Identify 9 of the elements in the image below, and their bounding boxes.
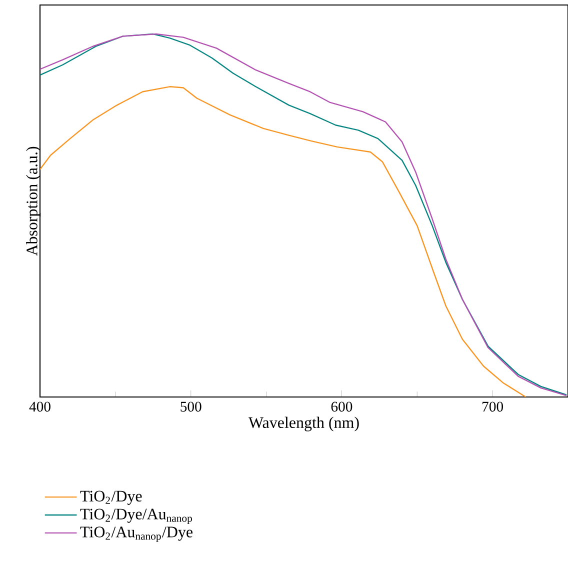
legend-label: TiO$_{2}$/Dye/Au$_{nanop}$: [80, 508, 192, 524]
x-tick-label: 400: [29, 402, 50, 412]
x-tick-label: 500: [180, 402, 202, 412]
x-axis-title: Wavelength (nm): [248, 416, 359, 432]
legend-label: TiO$_{2}$/Au$_{nanop}$/Dye: [80, 526, 192, 542]
x-tick-label: 600: [331, 402, 352, 412]
x-tick-label: 700: [482, 402, 504, 412]
legend-label: TiO$_{2}$/Dye: [80, 490, 142, 505]
y-axis-title: Absorption (a.u.): [26, 146, 41, 256]
